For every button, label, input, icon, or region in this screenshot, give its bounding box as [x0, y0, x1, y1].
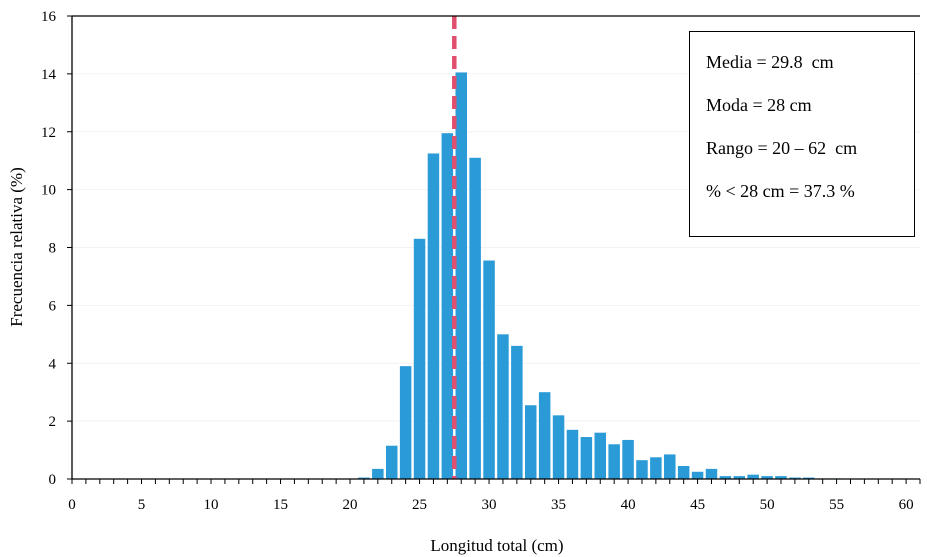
x-tick-label: 10 — [204, 497, 219, 513]
bar — [483, 260, 495, 479]
stat-range: Rango = 20 – 62 cm — [706, 138, 858, 158]
bar — [399, 366, 412, 479]
x-axis-label: Longitud total (cm) — [430, 536, 563, 555]
bar — [594, 432, 607, 479]
x-tick-label: 5 — [138, 497, 146, 513]
bar — [413, 238, 426, 479]
y-axis-label: Frecuencia relativa (%) — [7, 167, 26, 327]
bar — [664, 454, 676, 479]
bar — [511, 345, 523, 479]
bar — [566, 429, 579, 479]
y-tick-label: 12 — [41, 125, 56, 141]
stat-mode: Moda = 28 cm — [706, 95, 812, 115]
summary-stats-box: Media = 29.8 cm Moda = 28 cm Rango = 20 … — [689, 31, 915, 237]
bar — [691, 471, 704, 479]
stat-mean: Media = 29.8 cm — [706, 52, 834, 72]
bar — [552, 415, 565, 479]
y-tick-label: 6 — [49, 298, 57, 314]
bars — [358, 72, 843, 479]
bar — [358, 477, 370, 479]
y-tick-label: 8 — [49, 241, 57, 257]
gridlines — [72, 15, 920, 422]
bar — [469, 157, 481, 479]
x-tick-label: 0 — [68, 497, 76, 513]
bar — [719, 476, 732, 479]
axes — [67, 15, 921, 484]
x-tick-label: 20 — [343, 497, 358, 513]
bar — [525, 405, 537, 479]
y-tick-label: 10 — [41, 183, 56, 199]
bar — [608, 444, 620, 479]
bar — [789, 477, 801, 479]
bar — [761, 476, 773, 479]
bar — [372, 468, 384, 479]
stat-percent-below: % < 28 cm = 37.3 % — [706, 181, 855, 201]
x-tick-label: 50 — [760, 497, 775, 513]
tick-labels: 0 5 10 15 20 25 30 35 40 45 50 55 60 0 2 4 6 8 10 12 14 16 — [41, 9, 914, 513]
bar — [677, 465, 690, 479]
y-tick-label: 4 — [49, 356, 57, 372]
x-tick-label: 30 — [482, 497, 497, 513]
bar — [497, 334, 509, 479]
x-tick-label: 15 — [273, 497, 288, 513]
x-tick-label: 60 — [899, 497, 914, 513]
bar — [636, 460, 648, 479]
bar — [455, 72, 467, 479]
x-tick-label: 55 — [829, 497, 844, 513]
bar — [441, 133, 454, 479]
bar — [747, 474, 759, 479]
bar — [650, 457, 662, 479]
bar — [775, 476, 787, 479]
x-tick-label: 40 — [621, 497, 636, 513]
y-tick-label: 0 — [49, 472, 57, 488]
x-tick-label: 35 — [551, 497, 566, 513]
x-tick-label: 45 — [690, 497, 705, 513]
bar — [622, 439, 634, 479]
bar — [385, 445, 398, 479]
x-tick-label: 25 — [412, 497, 427, 513]
bar — [733, 476, 746, 479]
y-tick-label: 2 — [49, 414, 57, 430]
bar — [705, 468, 718, 479]
bar — [803, 477, 815, 479]
bar — [427, 153, 440, 479]
bar — [538, 392, 551, 479]
y-tick-label: 16 — [41, 9, 57, 25]
bar — [580, 437, 593, 479]
y-tick-label: 14 — [41, 67, 57, 83]
